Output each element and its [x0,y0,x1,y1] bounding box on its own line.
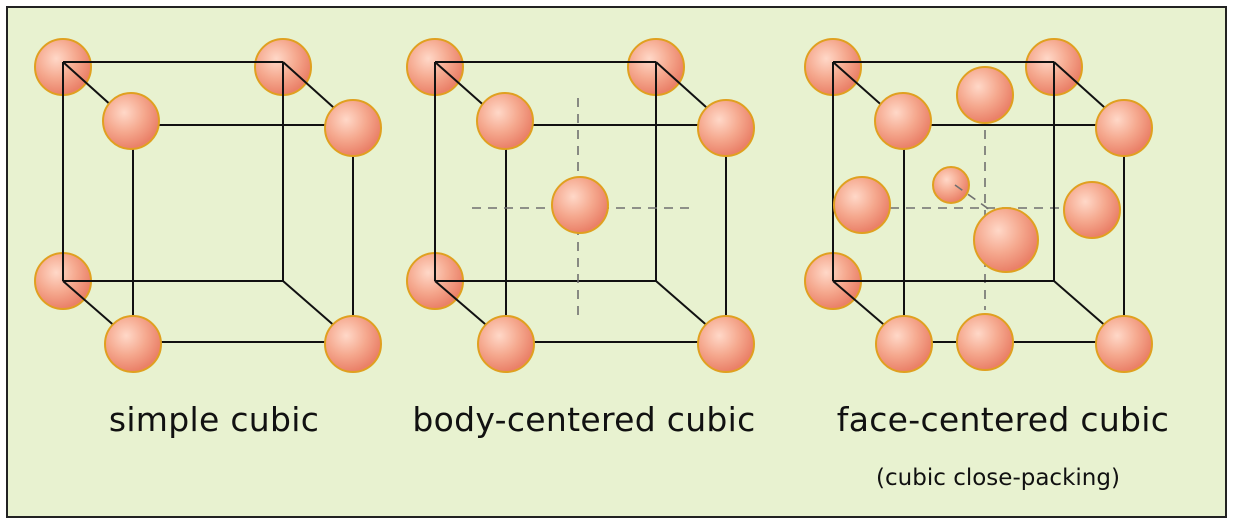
front-atoms [874,92,1153,373]
fcc-label: face-centered cubic [836,400,1170,439]
front-atoms [102,92,382,373]
fcc-sublabel: (cubic close-packing) [876,465,1120,491]
atom [697,315,755,373]
bcc-label: body-centered cubic [412,400,756,439]
cube-edges [62,61,354,343]
atom [104,315,162,373]
back-atoms [34,38,312,310]
atom [324,99,382,157]
fcc-cell [804,38,1153,373]
back-atoms [406,38,685,310]
atom [875,315,933,373]
back-face-atom [932,166,970,204]
simple-cubic-label: simple cubic [108,400,320,439]
atom [102,92,160,150]
cube-edges [434,61,727,343]
right-face-atom [1063,181,1121,239]
atom [477,315,535,373]
face-center-atoms [833,66,1121,371]
atom [1095,315,1153,373]
bcc-cell [406,38,755,373]
atom [874,92,932,150]
simple-cubic-cell [34,38,382,373]
atom [324,315,382,373]
body-center-atom [551,176,609,234]
top-face-atom [956,66,1014,124]
back-atoms [804,38,1083,310]
atom [697,99,755,157]
left-face-atom [833,176,891,234]
center-axes [472,98,690,318]
bottom-face-atom [956,313,1014,371]
atom [1095,99,1153,157]
front-atoms [476,92,755,373]
atom [476,92,534,150]
center-axes [890,130,1060,310]
front-face-atom [973,207,1039,273]
